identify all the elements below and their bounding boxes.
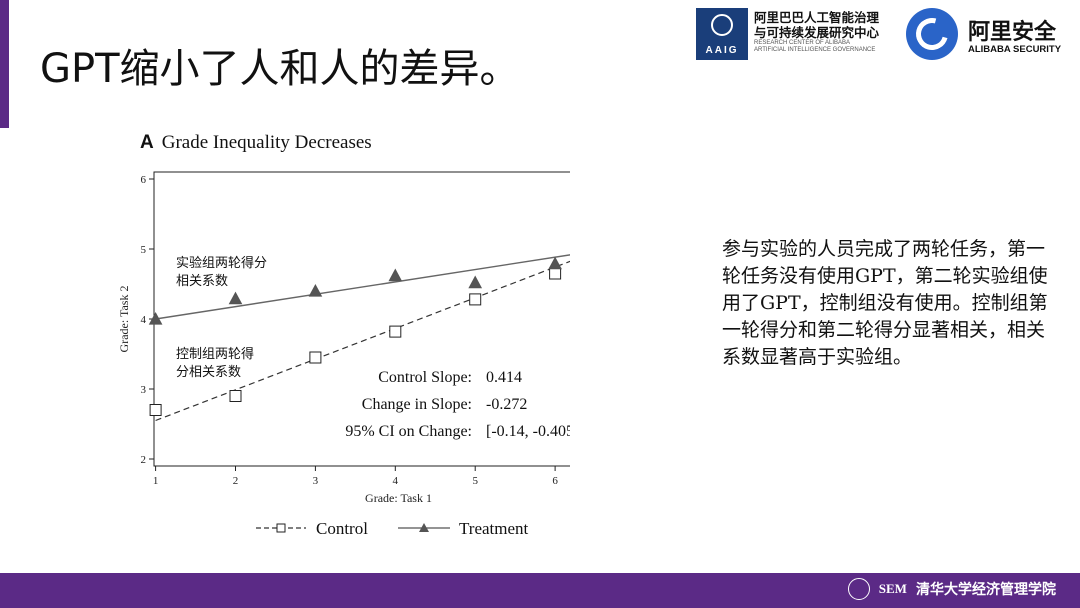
x-tick-label: 1 [153, 475, 159, 487]
x-tick-label: 6 [552, 475, 558, 487]
control-point [469, 293, 482, 306]
control-label: 控制组两轮得 [176, 346, 254, 362]
footer-bar [0, 573, 1080, 608]
x-tick-label: 5 [472, 475, 478, 487]
control-point [549, 267, 562, 280]
treatment-label: 实验组两轮得分 [176, 255, 267, 271]
aaig-abbr: AAIG [705, 45, 739, 56]
tsinghua-seal-icon [847, 578, 870, 600]
control-point [309, 351, 322, 364]
x-axis-label: Grade: Task 1 [365, 491, 432, 505]
title-accent-bar [0, 0, 9, 128]
control-fit-line [155, 260, 570, 422]
description-text: 参与实验的人员完成了两轮任务，第一轮任务没有使用GPT，第二轮实验组使用了GPT… [722, 238, 1048, 368]
slide-title: GPT缩小了人和人的差异。 [40, 46, 520, 92]
tsinghua-sem-logo: SEM 清华大学经济管理学院 [847, 578, 1056, 604]
control-label-2: 分相关系数 [176, 365, 241, 380]
stat-value: [-0.14, -0.405] [486, 423, 570, 440]
aaig-name-cn-1: 阿里巴巴人工智能治理 [754, 10, 880, 25]
control-point [389, 325, 402, 338]
y-tick-label: 4 [141, 314, 147, 326]
treatment-point [228, 291, 243, 305]
legend-treatment-marker [419, 523, 429, 532]
treatment-point [308, 283, 323, 297]
treatment-point [148, 311, 163, 325]
treatment-point [388, 268, 403, 282]
alibaba-security-logo: 阿里安全 ALIBABA SECURITY [906, 8, 1076, 60]
treatment-point [548, 256, 562, 270]
panel-title-text: Grade Inequality Decreases [161, 132, 372, 153]
legend-treatment-label: Treatment [459, 519, 529, 538]
stat-label: Control Slope: [378, 369, 472, 386]
aaig-name-en-2: ARTIFICIAL INTELLIGENCE GOVERNANCE [754, 47, 876, 53]
stat-label: 95% CI on Change: [345, 423, 472, 440]
x-tick-label: 2 [233, 475, 239, 487]
treatment-label-2: 相关系数 [176, 274, 228, 289]
x-tick-label: 4 [393, 475, 399, 487]
alibaba-security-name-cn: 阿里安全 [968, 20, 1057, 45]
chart-legend: Control Treatment [256, 519, 529, 538]
alibaba-security-shield-icon [906, 8, 958, 60]
y-tick-label: 5 [141, 244, 147, 256]
panel-title: A Grade Inequality Decreases [140, 132, 372, 154]
plot-frame [153, 171, 570, 467]
y-tick-label: 2 [141, 454, 147, 466]
legend-control-marker [276, 523, 286, 533]
y-axis-label: Grade: Task 2 [117, 286, 131, 353]
aaig-name-cn-2: 与可持续发展研究中心 [754, 25, 880, 40]
footer-logo-cn: 清华大学经济管理学院 [916, 582, 1056, 598]
panel-letter: A [140, 132, 154, 153]
y-tick-label: 3 [141, 384, 147, 396]
footer-logo-en: SEM [878, 581, 907, 596]
treatment-point [468, 275, 483, 289]
control-point [149, 404, 162, 416]
stat-value: 0.414 [486, 369, 522, 386]
legend-control-label: Control [316, 519, 368, 538]
aaig-emblem-icon [711, 14, 733, 36]
stat-label: Change in Slope: [362, 396, 472, 413]
aaig-emblem: AAIG [696, 8, 748, 60]
aaig-name-en-1: RESEARCH CENTER OF ALIBABA [754, 40, 851, 46]
chart-markers [148, 256, 562, 416]
y-tick-label: 6 [141, 174, 147, 186]
control-point [229, 390, 242, 402]
stat-value: -0.272 [486, 396, 527, 413]
aaig-logo: AAIG 阿里巴巴人工智能治理 与可持续发展研究中心 RESEARCH CENT… [696, 8, 896, 60]
alibaba-security-name-en: ALIBABA SECURITY [968, 44, 1062, 55]
x-tick-label: 3 [313, 475, 319, 487]
